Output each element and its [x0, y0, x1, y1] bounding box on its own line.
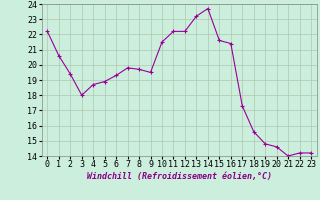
X-axis label: Windchill (Refroidissement éolien,°C): Windchill (Refroidissement éolien,°C)	[87, 172, 272, 181]
